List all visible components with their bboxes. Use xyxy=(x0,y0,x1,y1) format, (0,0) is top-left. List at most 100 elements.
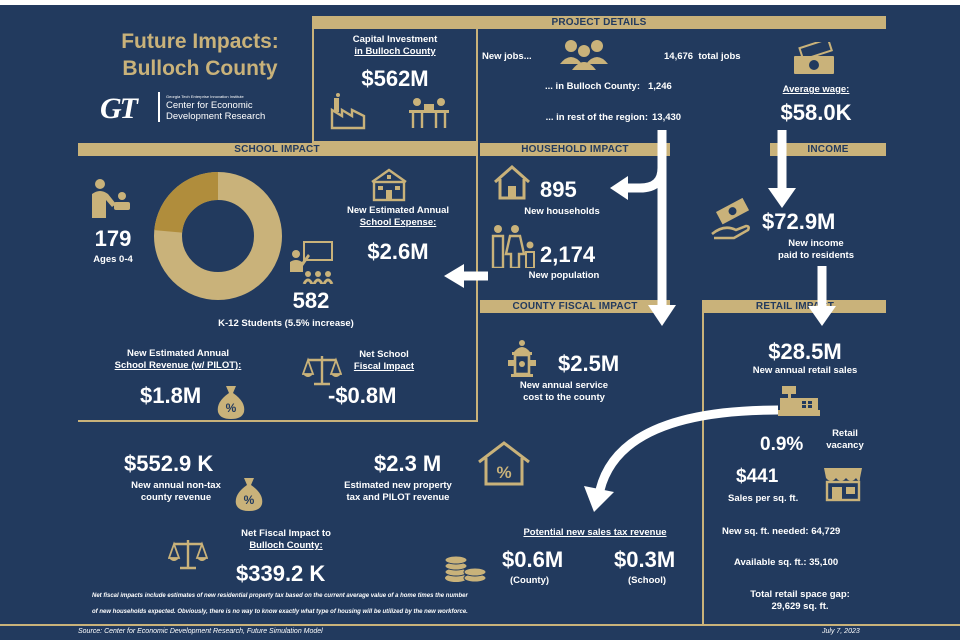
divider-v4 xyxy=(702,300,704,624)
gt-logo-mark: GT xyxy=(100,92,138,125)
arrowhead-county xyxy=(648,305,676,326)
header-project-details: PROJECT DETAILS xyxy=(312,16,886,29)
school-building-icon xyxy=(368,166,410,202)
title-line-1: Future Impacts: xyxy=(121,30,279,53)
logo-divider xyxy=(158,92,160,122)
fire-hydrant-icon xyxy=(506,338,538,378)
capital-label: Capital Investment in Bulloch County xyxy=(318,34,472,58)
vacancy-label: Retail vacancy xyxy=(822,428,868,452)
net-fiscal-label-2: Bulloch County: xyxy=(249,540,323,551)
logo-line-2: Development Research xyxy=(166,111,266,122)
vacancy-label-1: Retail xyxy=(832,428,858,439)
header-county-fiscal: COUNTY FISCAL IMPACT xyxy=(480,300,670,313)
source-note: Source: Center for Economic Development … xyxy=(78,628,323,635)
population-label: New population xyxy=(528,270,600,281)
sqft-sales-value: $441 xyxy=(736,466,779,487)
divider-h2 xyxy=(78,420,478,422)
income-label-2: paid to residents xyxy=(777,250,854,261)
net-school-value: -$0.8M xyxy=(328,383,397,408)
arrowhead-income xyxy=(768,188,796,208)
wage-value: $58.0K xyxy=(780,100,852,125)
households-label: New households xyxy=(524,206,600,217)
net-school-label-2: Fiscal Impact xyxy=(353,361,415,372)
divider-h1 xyxy=(312,141,478,143)
net-school-label-1: Net School xyxy=(359,349,409,360)
school-revenue-label-1: New Estimated Annual xyxy=(126,348,230,359)
footnote-line-1: Net fiscal impacts include estimates of … xyxy=(92,593,468,599)
jobs-county-value: 1,246 xyxy=(648,81,672,92)
coins-icon xyxy=(442,550,488,584)
arrowhead-retail xyxy=(808,306,836,326)
team-icon xyxy=(556,38,612,70)
header-household-impact: HOUSEHOLD IMPACT xyxy=(480,143,670,156)
wage-label: Average wage: xyxy=(782,84,850,95)
sales-tax-county-value: $0.6M xyxy=(502,547,564,572)
money-bag-icon-2: % xyxy=(232,474,266,512)
property-label: Estimated new property tax and PILOT rev… xyxy=(330,480,466,504)
school-expense-label: New Estimated Annual School Expense: xyxy=(326,205,470,229)
date-note: July 7, 2023 xyxy=(822,628,860,635)
divider-bottom xyxy=(0,624,960,626)
school-expense-label-2: School Expense: xyxy=(359,217,437,228)
retail-sales-label: New annual retail sales xyxy=(752,365,858,376)
sales-tax-label: Potential new sales tax revenue xyxy=(523,527,667,538)
svg-text:%: % xyxy=(244,493,255,507)
house-percent-icon: % xyxy=(476,440,532,486)
school-expense-label-1: New Estimated Annual xyxy=(346,205,450,216)
header-school-impact: SCHOOL IMPACT xyxy=(78,143,476,156)
childcare-icon xyxy=(88,178,132,220)
arrowhead-household xyxy=(610,176,628,200)
scale-icon-2 xyxy=(168,536,208,572)
vacancy-value: 0.9% xyxy=(760,434,804,455)
ages-value: 179 xyxy=(94,226,132,251)
sales-tax-school-label: (School) xyxy=(628,575,666,586)
net-fiscal-label: Net Fiscal Impact to Bulloch County: xyxy=(224,528,348,552)
sqft-sales-label: Sales per sq. ft. xyxy=(728,493,799,504)
capital-label-1: Capital Investment xyxy=(352,34,438,45)
county-cost-label-2: cost to the county xyxy=(523,392,605,403)
county-cost-label: New annual service cost to the county xyxy=(500,380,628,404)
jobs-region-label: ... in rest of the region: xyxy=(545,112,648,123)
title-line-2: Bulloch County xyxy=(122,57,278,80)
arrowhead-school xyxy=(444,264,464,288)
sales-tax-school-value: $0.3M xyxy=(614,547,676,572)
house-icon xyxy=(492,164,532,200)
net-fiscal-label-1: Net Fiscal Impact to xyxy=(241,528,331,539)
storefront-icon xyxy=(822,464,864,502)
cash-icon xyxy=(790,42,838,76)
ages-label: Ages 0-4 xyxy=(93,254,133,265)
arrow-retail-to-sales-tax xyxy=(595,405,779,492)
logo-smallprint: Georgia Tech Enterprise Innovation Insti… xyxy=(166,94,244,99)
divider-v3 xyxy=(476,143,478,422)
school-revenue-value: $1.8M xyxy=(140,383,202,408)
income-label: New income paid to residents xyxy=(758,238,874,262)
population-value: 2,174 xyxy=(540,242,596,267)
jobs-total-value: 14,676 xyxy=(664,51,694,62)
svg-text:%: % xyxy=(226,401,237,415)
scale-icon xyxy=(302,352,342,388)
retail-gap-value: 29,629 sq. ft. xyxy=(771,601,829,612)
factory-icon xyxy=(330,92,366,130)
property-label-1: Estimated new property xyxy=(344,480,452,491)
top-border xyxy=(0,0,960,5)
income-value: $72.9M xyxy=(762,209,836,234)
retail-gap: Total retail space gap: 29,629 sq. ft. xyxy=(728,589,872,613)
capital-label-2: in Bulloch County xyxy=(354,46,436,57)
students-value: 582 xyxy=(292,288,330,313)
property-value: $2.3 M xyxy=(374,451,442,476)
header-retail-impact: RETAIL IMPACT xyxy=(704,300,886,313)
jobs-total: 14,676 total jobs xyxy=(664,51,741,63)
income-label-1: New income xyxy=(788,238,844,249)
nontax-value: $552.9 K xyxy=(124,451,214,476)
school-revenue-label: New Estimated Annual School Revenue (w/ … xyxy=(90,348,266,372)
office-desk-icon xyxy=(406,94,452,130)
school-revenue-label-2: School Revenue (w/ PILOT): xyxy=(114,360,242,371)
nontax-label-2: county revenue xyxy=(140,492,212,503)
sales-tax-county-label: (County) xyxy=(510,575,550,586)
students-label: K-12 Students (5.5% increase) xyxy=(218,318,354,329)
vacancy-label-2: vacancy xyxy=(826,440,864,451)
jobs-total-label: total jobs xyxy=(698,51,741,62)
county-cost-value: $2.5M xyxy=(558,351,620,376)
